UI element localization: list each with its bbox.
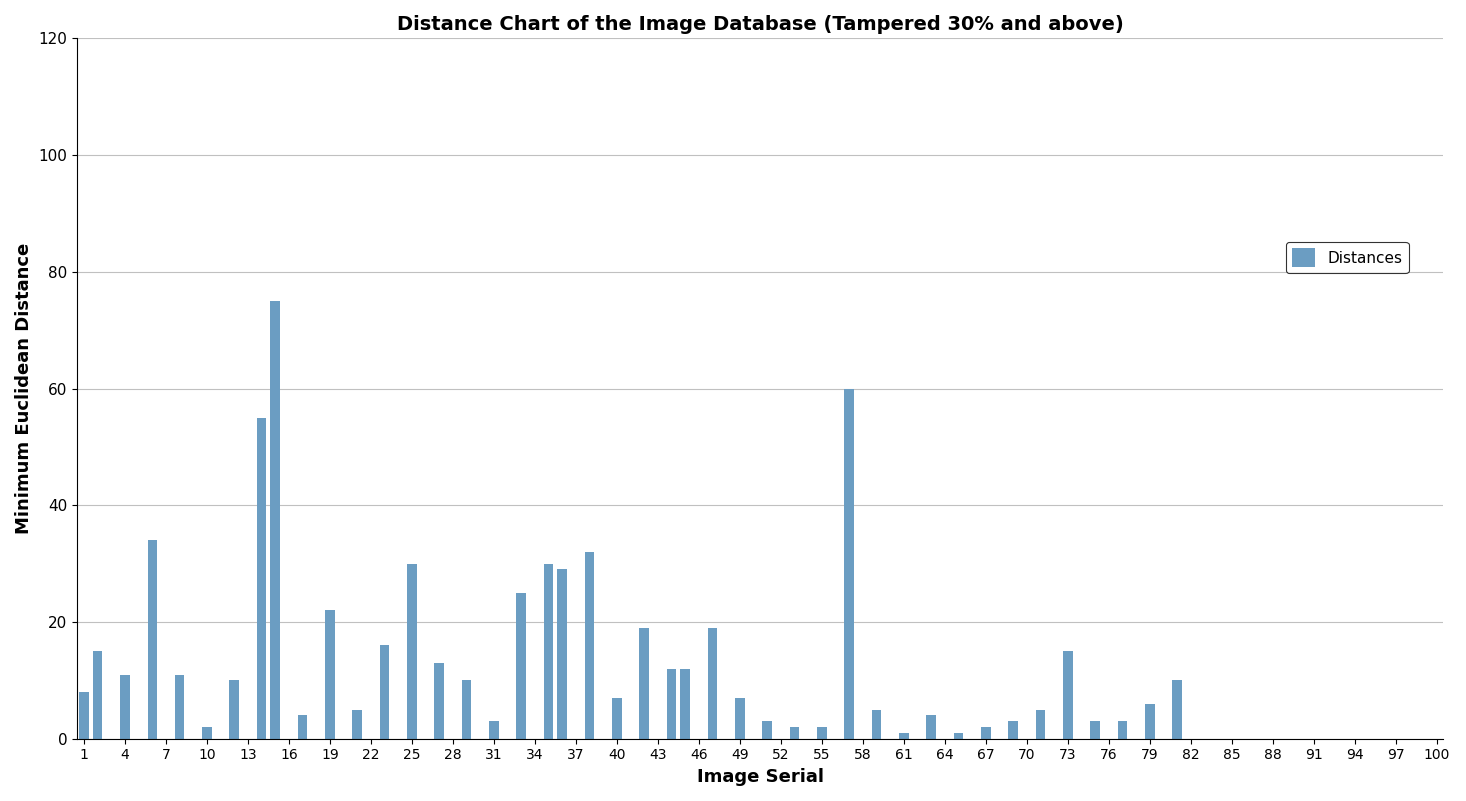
Bar <box>202 727 211 739</box>
Bar <box>680 669 690 739</box>
Bar <box>120 674 130 739</box>
Bar <box>585 552 594 739</box>
Bar <box>872 710 881 739</box>
Bar <box>352 710 362 739</box>
Bar <box>408 564 416 739</box>
X-axis label: Image Serial: Image Serial <box>696 768 824 786</box>
Bar <box>708 628 717 739</box>
Bar <box>1117 721 1127 739</box>
Bar <box>380 646 390 739</box>
Legend: Distances: Distances <box>1286 242 1409 273</box>
Bar <box>844 388 853 739</box>
Bar <box>544 564 553 739</box>
Bar <box>639 628 649 739</box>
Bar <box>667 669 676 739</box>
Bar <box>92 651 103 739</box>
Y-axis label: Minimum Euclidean Distance: Minimum Euclidean Distance <box>15 243 34 534</box>
Bar <box>271 301 280 739</box>
Bar <box>981 727 991 739</box>
Bar <box>1009 721 1017 739</box>
Bar <box>230 680 239 739</box>
Bar <box>927 715 935 739</box>
Title: Distance Chart of the Image Database (Tampered 30% and above): Distance Chart of the Image Database (Ta… <box>397 15 1124 34</box>
Bar <box>148 541 157 739</box>
Bar <box>490 721 498 739</box>
Bar <box>79 692 89 739</box>
Bar <box>557 570 567 739</box>
Bar <box>1173 680 1182 739</box>
Bar <box>298 715 308 739</box>
Bar <box>434 663 444 739</box>
Bar <box>174 674 185 739</box>
Bar <box>516 593 526 739</box>
Bar <box>613 698 622 739</box>
Bar <box>790 727 799 739</box>
Bar <box>1091 721 1100 739</box>
Bar <box>817 727 827 739</box>
Bar <box>1063 651 1073 739</box>
Bar <box>1035 710 1045 739</box>
Bar <box>1145 704 1155 739</box>
Bar <box>762 721 773 739</box>
Bar <box>257 417 267 739</box>
Bar <box>462 680 472 739</box>
Bar <box>325 610 334 739</box>
Bar <box>899 733 909 739</box>
Bar <box>954 733 963 739</box>
Bar <box>734 698 745 739</box>
